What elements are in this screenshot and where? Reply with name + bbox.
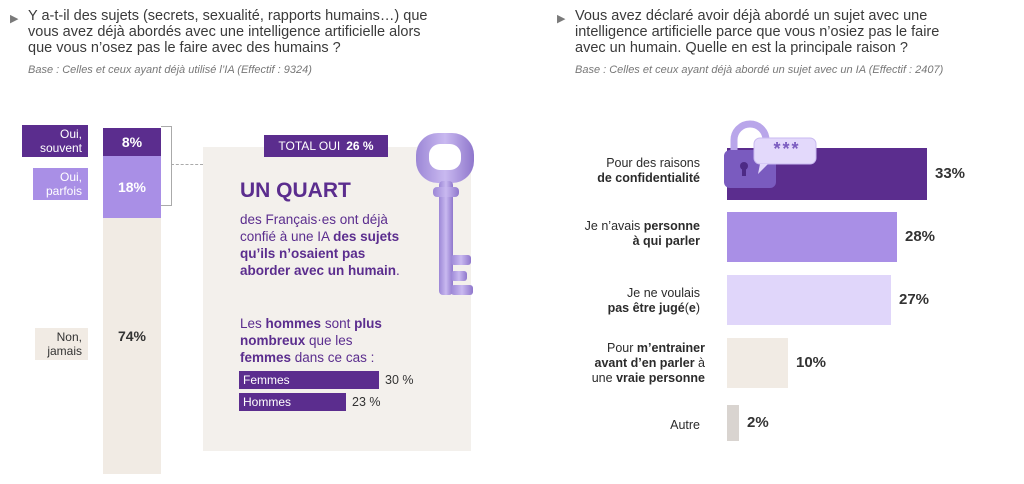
gender-text: que les xyxy=(305,333,353,348)
gender-text: Les xyxy=(240,316,266,331)
reason-bar-value: 28% xyxy=(905,228,936,245)
gender-bar-label: Femmes xyxy=(243,373,290,387)
stacked-bar: 8% 18% xyxy=(103,128,161,474)
body-line-1: des Français·es ont déjà xyxy=(240,212,388,227)
label-line: parfois xyxy=(45,184,82,198)
reason-bar-chart: 33% 28% 27% 10% 2% xyxy=(727,148,1017,458)
body-line-4b: . xyxy=(396,263,400,278)
gender-text: plus xyxy=(354,316,382,331)
total-label: TOTAL OUI xyxy=(278,139,341,153)
left-base-note: Base : Celles et ceux ayant déjà utilisé… xyxy=(28,64,312,76)
left-title-line-3: que vous n’osez pas le faire avec des hu… xyxy=(28,40,341,56)
gender-text: femmes xyxy=(240,350,292,365)
gender-bar-value: 23 % xyxy=(352,395,381,409)
reason-bar-2 xyxy=(727,212,897,262)
label-oui-souvent: Oui, souvent xyxy=(22,125,88,157)
body-line-2b: des sujets xyxy=(333,229,400,244)
reason-label-personne: Je n’avais personne à qui parler xyxy=(584,219,700,248)
body-line-4a: aborder avec un humain xyxy=(240,263,397,278)
right-question-title: Vous avez déclaré avoir déjà abordé un s… xyxy=(575,8,1005,56)
bullet-arrow-icon: ▶ xyxy=(10,13,19,25)
password-stars: *** xyxy=(773,139,801,159)
body-line-2a: confié à une IA xyxy=(240,229,334,244)
reason-bar-value: 33% xyxy=(935,165,966,182)
gender-note: Les hommes sont plus nombreux que les fe… xyxy=(240,315,430,366)
reason-bar-3 xyxy=(727,275,891,325)
stacked-segment-parfois: 18% xyxy=(103,156,161,218)
gender-text: nombreux xyxy=(240,333,306,348)
gender-bar-hommes: Hommes xyxy=(239,393,346,411)
right-base-note: Base : Celles et ceux ayant déjà abordé … xyxy=(575,64,944,76)
label-oui-parfois: Oui, parfois xyxy=(33,168,88,200)
key-icon xyxy=(416,133,474,295)
gender-bar-label: Hommes xyxy=(243,395,292,409)
reason-bar-value: 2% xyxy=(747,414,769,431)
gender-text: dans ce cas : xyxy=(291,350,375,365)
gender-bars: Femmes 30 % Hommes 23 % xyxy=(239,371,439,415)
right-title-line-1: Vous avez déclaré avoir déjà abordé un s… xyxy=(575,8,928,24)
label-line: Non, xyxy=(56,330,82,344)
padlock-icon xyxy=(724,120,817,188)
label-line: jamais xyxy=(47,344,82,358)
bracket-connector xyxy=(171,164,203,165)
label-line: souvent xyxy=(39,141,82,155)
total-value: 26 % xyxy=(346,139,374,153)
left-title-line-1: Y a-t-il des sujets (secrets, sexualité,… xyxy=(28,8,428,24)
gender-bar-value: 30 % xyxy=(385,373,414,387)
gender-text: sont xyxy=(321,316,355,331)
reason-label-autre: Autre xyxy=(670,418,700,432)
reason-label-confidentialite: Pour des raisons de confidentialité xyxy=(597,156,700,185)
value-label-jamais: 74% xyxy=(117,328,147,344)
total-oui-badge: TOTAL OUI 26 % xyxy=(264,135,388,157)
label-non-jamais: Non, jamais xyxy=(35,328,88,360)
value-label-parfois: 18% xyxy=(117,179,147,195)
reason-bar-value: 10% xyxy=(796,354,827,371)
right-title-line-3: avec un humain. Quelle en est la princip… xyxy=(575,40,908,56)
bullet-arrow-icon: ▶ xyxy=(557,13,566,25)
headline: UN QUART xyxy=(240,179,351,202)
reason-label-juge: Je ne voulais pas être jugé(e) xyxy=(607,286,700,315)
stacked-segment-jamais xyxy=(103,218,161,474)
total-bracket xyxy=(161,126,172,206)
left-title-line-2: vous avez déjà abordés avec une intellig… xyxy=(28,24,421,40)
reason-label-entrainer: Pour m’entrainer avant d’en parler à une v… xyxy=(591,341,705,385)
value-label-souvent: 8% xyxy=(121,134,143,150)
gender-bar-femmes: Femmes xyxy=(239,371,379,389)
label-line: Oui, xyxy=(59,170,82,184)
reason-bar-5 xyxy=(727,405,739,441)
reason-bar-value: 27% xyxy=(899,291,930,308)
gender-text: hommes xyxy=(265,316,322,331)
body-line-3: qu’ils n’osaient pas xyxy=(240,246,366,261)
stacked-segment-souvent: 8% xyxy=(103,128,161,156)
headline-body: des Français·es ont déjà confié à une IA… xyxy=(240,211,430,279)
right-title-line-2: intelligence artificielle parce que vous… xyxy=(575,24,940,40)
left-question-title: Y a-t-il des sujets (secrets, sexualité,… xyxy=(28,8,468,56)
reason-bar-4 xyxy=(727,338,788,388)
label-line: Oui, xyxy=(59,127,82,141)
